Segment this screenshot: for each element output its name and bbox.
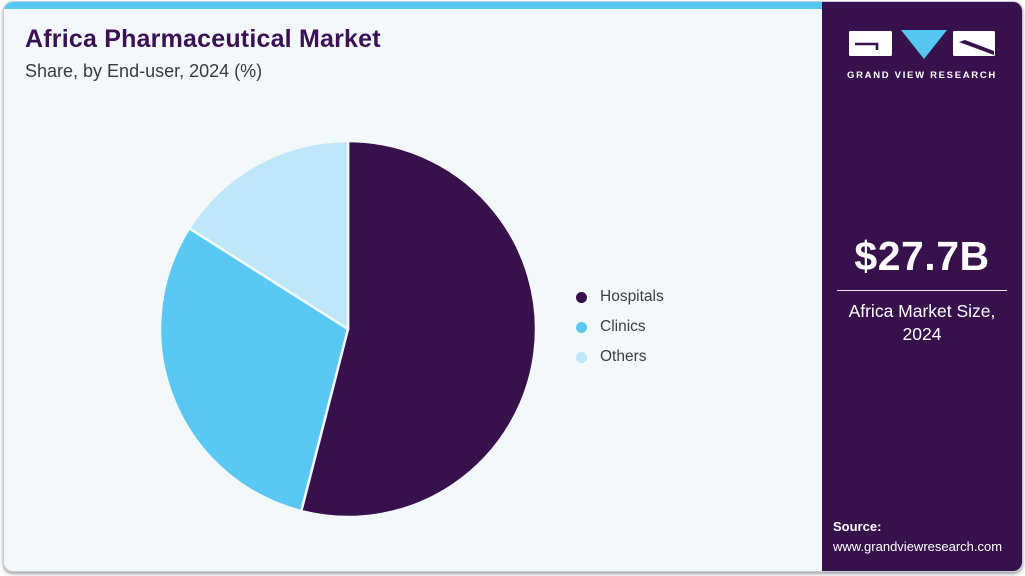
source-block: Source: www.grandviewresearch.com (822, 517, 1010, 571)
source-label: Source: (833, 519, 882, 534)
legend-label-hospitals: Hospitals (600, 288, 664, 305)
pie-slice-hospitals (300, 139, 538, 519)
legend-dot-hospitals (576, 291, 587, 303)
chart-panel: Africa Pharmaceutical Market Share, by E… (4, 2, 822, 571)
brand-name: GRAND VIEW RESEARCH (846, 70, 997, 81)
market-size-label: Africa Market Size, 2024 (848, 301, 996, 344)
pie-chart-svg (158, 139, 538, 519)
legend-item-hospitals: Hospitals (576, 288, 664, 306)
market-size-block: $27.7B Africa Market Size, 2024 (822, 233, 1022, 346)
brand-sidebar: GRAND VIEW RESEARCH $27.7B Africa Market… (822, 2, 1022, 571)
market-size-value: $27.7B (854, 233, 990, 279)
top-accent-bar (4, 2, 822, 9)
legend-dot-clinics (576, 321, 587, 333)
gvr-logo-icon (848, 30, 995, 59)
legend-item-clinics: Clinics (576, 318, 664, 336)
chart-header: Africa Pharmaceutical Market Share, by E… (25, 25, 381, 82)
chart-legend: Hospitals Clinics Others (576, 288, 664, 366)
legend-label-clinics: Clinics (600, 318, 646, 335)
page-title: Africa Pharmaceutical Market (25, 25, 381, 53)
pie-slice-others (188, 139, 350, 331)
brand-block: GRAND VIEW RESEARCH (847, 27, 997, 81)
legend-dot-others (576, 351, 587, 363)
pie-chart (158, 139, 538, 519)
source-url: www.grandviewresearch.com (833, 538, 1003, 554)
infographic-card: Africa Pharmaceutical Market Share, by E… (3, 1, 1023, 572)
legend-item-others: Others (576, 348, 664, 366)
metric-divider (837, 290, 1007, 291)
page-subtitle: Share, by End-user, 2024 (%) (25, 61, 263, 81)
legend-label-others: Others (600, 348, 647, 365)
pie-slice-clinics (158, 227, 350, 513)
